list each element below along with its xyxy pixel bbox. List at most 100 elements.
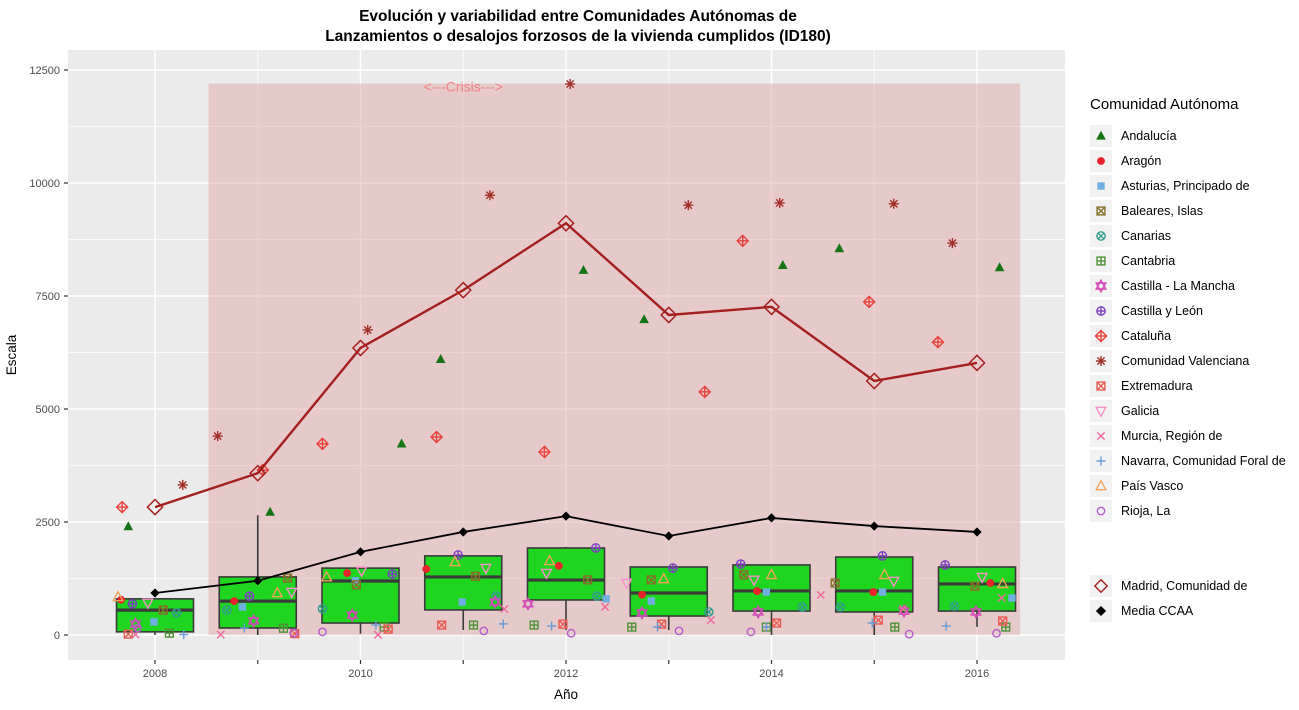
data-point bbox=[998, 616, 1008, 626]
data-point bbox=[150, 618, 158, 626]
series-marker bbox=[454, 281, 472, 299]
circle_x-icon bbox=[1090, 224, 1112, 247]
series-marker bbox=[150, 588, 160, 598]
data-point bbox=[437, 620, 447, 630]
data-point bbox=[212, 431, 223, 442]
data-point bbox=[969, 604, 982, 620]
star6-icon bbox=[1090, 274, 1112, 297]
series-marker bbox=[968, 354, 986, 372]
legend: Comunidad Autónoma Andalucía Aragón Asturi… bbox=[1090, 96, 1296, 623]
series-marker bbox=[253, 576, 263, 586]
data-point bbox=[422, 565, 431, 573]
data-point bbox=[500, 604, 509, 614]
legend-item-label: Media CCAA bbox=[1121, 603, 1194, 618]
series-marker bbox=[762, 298, 781, 316]
data-point bbox=[582, 575, 593, 585]
legend-item-label: Galicia bbox=[1121, 403, 1160, 418]
data-point bbox=[239, 623, 249, 633]
chart-title-line2: Lanzamientos o desalojos forzosos de la … bbox=[325, 28, 831, 45]
data-point bbox=[736, 234, 750, 248]
legend-item-label: Andalucía bbox=[1121, 128, 1177, 143]
data-point bbox=[458, 598, 466, 606]
data-point bbox=[315, 437, 329, 451]
data-point bbox=[816, 590, 825, 600]
legend-item-comunidad-valenciana: Comunidad Valenciana bbox=[1090, 348, 1296, 373]
data-point bbox=[547, 621, 557, 631]
legend-item-rioja-la: Rioja, La bbox=[1090, 498, 1296, 523]
legend-item-cataluna: Cataluña bbox=[1090, 323, 1296, 348]
legend-item-label: Murcia, Región de bbox=[1121, 428, 1223, 443]
series-marker bbox=[557, 214, 575, 232]
data-point bbox=[600, 602, 610, 612]
circle_open-icon bbox=[1090, 499, 1112, 522]
data-point bbox=[453, 550, 463, 560]
data-point bbox=[396, 438, 407, 448]
data-point bbox=[123, 521, 134, 531]
data-point bbox=[177, 479, 188, 490]
legend-item-label: Cantabria bbox=[1121, 253, 1176, 268]
data-point bbox=[706, 615, 716, 625]
data-point bbox=[735, 559, 746, 569]
data-point bbox=[343, 569, 352, 577]
data-point bbox=[171, 608, 182, 618]
data-point bbox=[230, 597, 239, 606]
series-marker bbox=[351, 339, 370, 357]
tri_filled-icon bbox=[1090, 124, 1112, 147]
data-point bbox=[247, 613, 260, 629]
legend-item-label: Castilla - La Mancha bbox=[1121, 278, 1235, 293]
data-point bbox=[620, 578, 633, 590]
data-point bbox=[797, 602, 808, 612]
data-point bbox=[590, 543, 601, 553]
data-point bbox=[362, 324, 373, 335]
data-point bbox=[317, 603, 328, 614]
data-point bbox=[540, 568, 553, 580]
data-point bbox=[638, 590, 646, 599]
data-point bbox=[127, 598, 138, 609]
data-point bbox=[591, 591, 602, 601]
data-point bbox=[639, 314, 649, 324]
legend-item-madrid-comunidad-de: Madrid, Comunidad de bbox=[1090, 573, 1296, 598]
data-point bbox=[351, 580, 362, 590]
x-tick-label: 2016 bbox=[965, 668, 989, 680]
data-point bbox=[887, 576, 900, 588]
asterisk-icon bbox=[1090, 349, 1112, 372]
data-point bbox=[537, 445, 551, 459]
data-point bbox=[739, 570, 749, 580]
legend-item-extremadura: Extremadura bbox=[1090, 373, 1296, 398]
data-point bbox=[683, 200, 694, 211]
legend-item-castilla-y-leon: Castilla y León bbox=[1090, 298, 1296, 323]
series-marker bbox=[146, 498, 164, 516]
data-point bbox=[141, 598, 154, 610]
data-point bbox=[869, 588, 878, 596]
data-point bbox=[867, 618, 877, 628]
data-point bbox=[904, 629, 914, 639]
data-point bbox=[435, 353, 446, 363]
data-point bbox=[133, 623, 142, 633]
data-point bbox=[265, 506, 275, 516]
legend-item-cantabria: Cantabria bbox=[1090, 248, 1296, 273]
series-marker bbox=[865, 372, 883, 390]
x_mark-icon bbox=[1090, 424, 1112, 447]
tri_down_open-icon bbox=[1090, 399, 1112, 422]
data-point bbox=[627, 622, 637, 632]
legend-item-castilla-la-mancha: Castilla - La Mancha bbox=[1090, 273, 1296, 298]
data-point bbox=[238, 603, 247, 611]
tri_up_open-icon bbox=[1090, 474, 1112, 497]
series-marker bbox=[664, 531, 674, 541]
data-point bbox=[529, 620, 539, 630]
legend-item-label: Asturias, Principado de bbox=[1121, 178, 1250, 193]
y-tick-label: 12500 bbox=[29, 65, 60, 77]
legend-item-label: Rioja, La bbox=[1121, 503, 1171, 518]
data-point bbox=[940, 560, 950, 570]
data-point bbox=[489, 594, 502, 610]
data-point bbox=[278, 623, 289, 633]
series-marker bbox=[458, 527, 468, 537]
data-point bbox=[748, 575, 761, 587]
legend-item-label: Madrid, Comunidad de bbox=[1121, 578, 1248, 593]
y-axis-title: Escala bbox=[4, 334, 19, 375]
data-point bbox=[890, 622, 900, 632]
legend-title: Comunidad Autónoma bbox=[1090, 96, 1239, 113]
data-point bbox=[752, 604, 765, 620]
diamond_open-icon bbox=[1090, 574, 1112, 597]
data-point bbox=[158, 605, 168, 615]
